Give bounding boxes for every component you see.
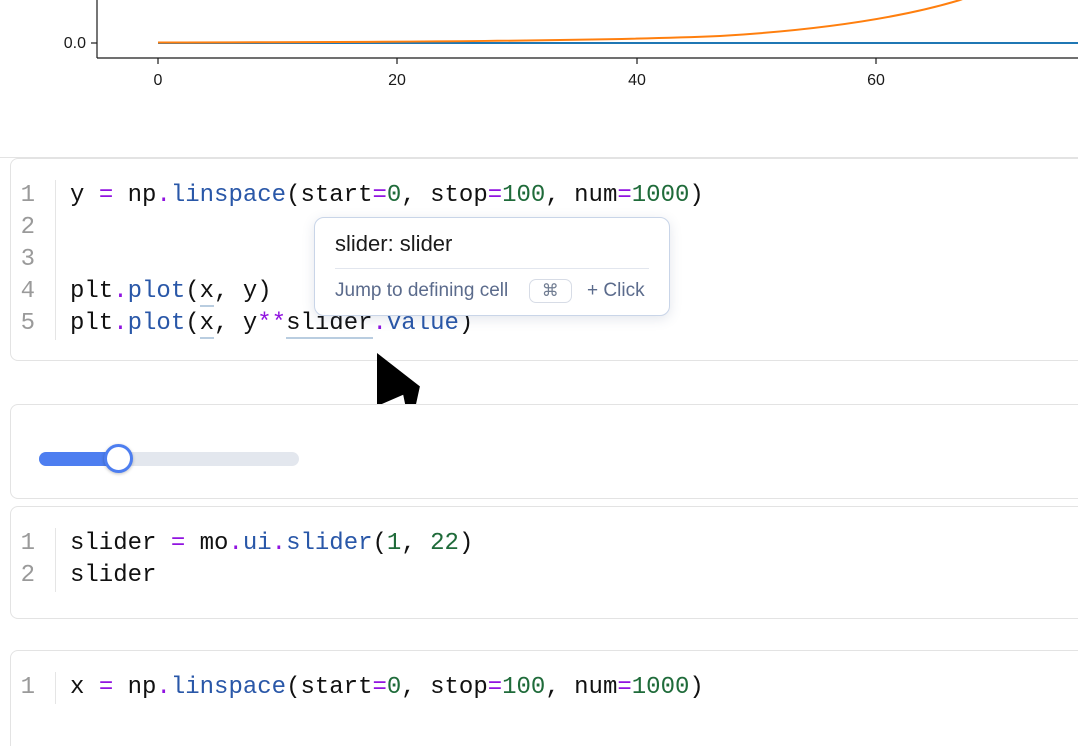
svg-text:40: 40 <box>628 72 646 89</box>
svg-text:0.0: 0.0 <box>64 35 86 52</box>
svg-text:0: 0 <box>154 72 163 89</box>
svg-text:60: 60 <box>867 72 885 89</box>
svg-text:20: 20 <box>388 72 406 89</box>
